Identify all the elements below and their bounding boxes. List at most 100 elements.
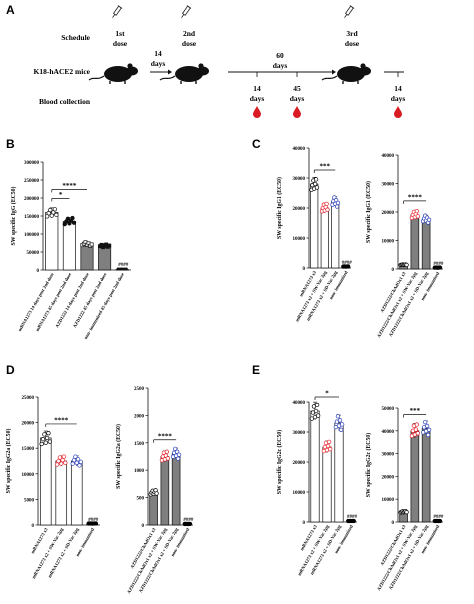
bar-3 — [421, 428, 431, 523]
y-tick-label: 100000 — [24, 233, 40, 238]
data-point — [337, 418, 343, 423]
data-point — [75, 457, 81, 462]
bleed-2-a: 45 — [293, 84, 301, 93]
data-point — [73, 454, 78, 459]
data-point — [414, 208, 419, 214]
dose-3-label-a: 3rd — [346, 29, 358, 38]
data-point — [165, 456, 170, 461]
chart-d-left: 0 5000 10000 15000 20000 25000 SW specific IgG… — [5, 396, 100, 580]
data-point — [313, 408, 319, 414]
significance-label: **** — [54, 416, 69, 424]
y-tick-label: 40000 — [382, 154, 395, 159]
y-axis-label: SW specific IgG2c (EC50) — [276, 430, 283, 495]
data-point — [415, 214, 420, 219]
y-tick-label: 250000 — [24, 179, 40, 184]
data-point — [334, 204, 340, 209]
y-tick-label: 300000 — [24, 161, 40, 166]
data-point — [39, 441, 44, 447]
data-point — [404, 510, 409, 515]
data-point — [71, 457, 77, 463]
data-point — [437, 265, 443, 270]
syringe-icon — [344, 5, 355, 18]
data-point — [57, 455, 63, 460]
y-tick-label: 10000 — [382, 240, 395, 245]
panel-a-schedule: A Schedule K18-hACE2 mice Blood collecti… — [6, 3, 405, 118]
data-point — [314, 402, 320, 408]
syringe-icon — [112, 5, 123, 18]
blood-drop-icon — [293, 106, 301, 118]
data-point — [164, 449, 169, 454]
interval-2-b: days — [273, 61, 288, 70]
chart-c-left: 0 10000 20000 30000 40000 SW specific IgG1 (E… — [276, 147, 352, 323]
data-point — [60, 457, 65, 463]
hash-label: #### — [88, 518, 99, 523]
arrow-head-icon — [168, 69, 172, 75]
y-tick-label: 2000 — [134, 414, 145, 419]
y-tick-label: 0 — [392, 268, 395, 273]
blood-drop-icon — [253, 106, 261, 118]
y-tick-label: 0 — [392, 521, 395, 526]
y-tick-label: 30000 — [293, 177, 306, 182]
bar-1 — [45, 212, 59, 271]
y-tick-label: 5000 — [24, 498, 35, 503]
panel-letter-e: E — [252, 363, 260, 377]
data-point — [65, 216, 71, 221]
data-point — [48, 207, 53, 213]
significance-label: **** — [408, 193, 423, 201]
y-axis-label: SW specific IgG2c (EC50) — [365, 433, 372, 498]
bar-3 — [331, 201, 340, 269]
y-tick-label: 50000 — [382, 407, 395, 412]
hash-label: #### — [433, 262, 444, 267]
y-tick-label: 10000 — [293, 491, 306, 496]
chart-c-right: 0 10000 20000 30000 40000 SW specific IgG1 (E… — [365, 154, 444, 338]
row-label-schedule: Schedule — [61, 33, 90, 42]
blood-drop-icon — [394, 106, 402, 118]
bleed-1-b: days — [250, 94, 265, 103]
y-tick-label: 20000 — [293, 207, 306, 212]
arrow-head-icon — [332, 69, 336, 75]
data-point — [325, 207, 330, 212]
y-tick-label: 20000 — [293, 461, 306, 466]
data-point — [154, 491, 159, 496]
data-point — [70, 215, 75, 221]
y-tick-label: 40000 — [382, 430, 395, 435]
category-label: mRNA1273 45 days post 2nd dose — [35, 272, 73, 332]
data-point — [55, 462, 60, 467]
bar-1 — [310, 410, 320, 523]
data-point — [44, 435, 50, 441]
data-point — [313, 177, 319, 182]
significance-label: *** — [410, 407, 421, 415]
bar-1 — [310, 183, 319, 269]
y-tick-label: 30000 — [382, 453, 395, 458]
y-tick-label: 0 — [303, 267, 306, 272]
bar-2 — [62, 221, 76, 271]
data-point — [52, 207, 58, 212]
data-point — [174, 449, 180, 454]
data-point — [172, 446, 178, 452]
data-point — [71, 220, 77, 225]
data-point — [78, 459, 83, 465]
y-tick-label: 10000 — [293, 237, 306, 242]
data-point — [42, 432, 47, 437]
hash-label: #### — [347, 515, 358, 520]
significance-label: * — [325, 390, 329, 398]
chart-e-right: 0 10000 20000 30000 40000 50000 SW specific Ig… — [365, 407, 444, 591]
data-point — [89, 242, 94, 247]
y-tick-label: 500 — [137, 497, 145, 502]
data-point — [340, 422, 345, 427]
y-tick-label: 0 — [303, 521, 306, 526]
data-point — [316, 413, 321, 418]
mouse-icon — [321, 63, 371, 84]
significance-label: * — [59, 191, 63, 199]
data-point — [43, 440, 48, 445]
data-point — [404, 262, 409, 268]
dose-1-label-a: 1st — [115, 29, 125, 38]
data-point — [107, 243, 112, 248]
panel-letter-c: C — [252, 137, 261, 151]
y-tick-label: 40000 — [293, 147, 306, 152]
data-point — [351, 518, 356, 524]
data-point — [335, 200, 341, 206]
hash-label: #### — [433, 515, 444, 520]
y-tick-label: 25000 — [22, 396, 35, 401]
